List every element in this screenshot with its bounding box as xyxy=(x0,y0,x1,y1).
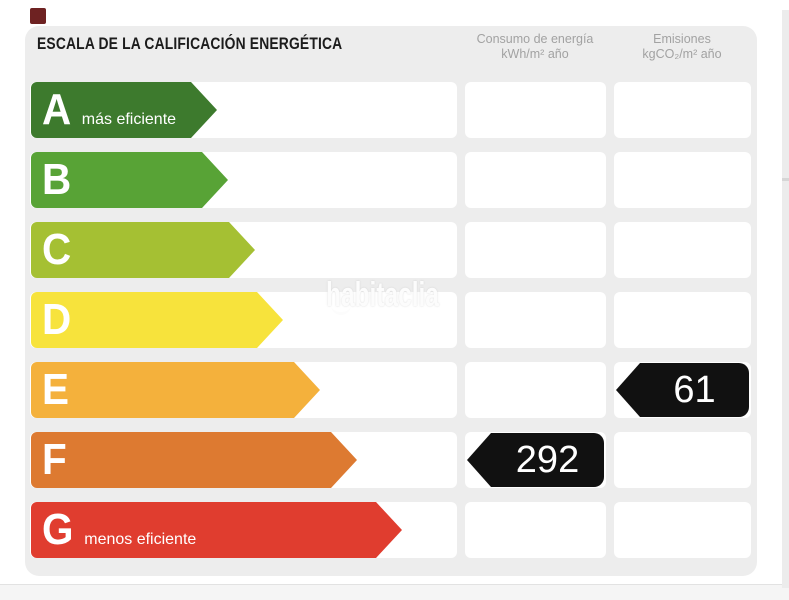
rating-letter-g: G xyxy=(42,505,74,554)
consumo-cell-c xyxy=(465,222,606,278)
rating-sublabel-g: menos eficiente xyxy=(84,531,197,548)
rating-bar-e: E xyxy=(31,362,320,418)
rating-bar-g: G menos eficiente xyxy=(31,502,402,558)
rating-bar-b: B xyxy=(31,152,228,208)
watermark-smile-icon xyxy=(331,303,351,315)
rating-letter-c: C xyxy=(42,225,72,274)
consumo-cell-b xyxy=(465,152,606,208)
rating-row-a: A más eficiente xyxy=(25,82,757,138)
rating-row-b: B xyxy=(25,152,757,208)
rating-letter-d: D xyxy=(42,295,72,344)
column-header-consumo-line2: kWh/m² año xyxy=(501,47,569,61)
column-header-emisiones-line1: Emisiones xyxy=(653,32,711,46)
rating-row-d: D xyxy=(25,292,757,348)
rating-letter-f: F xyxy=(42,435,67,484)
emisiones-cell-f xyxy=(614,432,751,488)
emisiones-cell-g xyxy=(614,502,751,558)
bottom-page-strip xyxy=(0,584,789,600)
consumo-cell-a xyxy=(465,82,606,138)
consumo-value: 292 xyxy=(515,438,580,481)
rating-row-f: 292 F xyxy=(25,432,757,488)
rating-bar-a: A más eficiente xyxy=(31,82,217,138)
consumo-cell-e xyxy=(465,362,606,418)
emisiones-cell-d xyxy=(614,292,751,348)
consumo-cell-g xyxy=(465,502,606,558)
top-left-red-square xyxy=(30,8,46,24)
column-header-emisiones: Emisiones kgCO₂/m² año xyxy=(577,32,787,62)
consumo-value-badge: 292 xyxy=(467,433,604,487)
energy-scale-panel: ESCALA DE LA CALIFICACIÓN ENERGÉTICA Con… xyxy=(25,26,757,576)
emisiones-value-badge: 61 xyxy=(616,363,749,417)
rating-row-e: 61 E xyxy=(25,362,757,418)
rating-sublabel-a: más eficiente xyxy=(81,111,177,128)
emisiones-cell-c xyxy=(614,222,751,278)
rating-letter-b: B xyxy=(42,155,72,204)
scrollbar-track[interactable] xyxy=(782,10,789,588)
consumo-cell-d xyxy=(465,292,606,348)
rating-bar-c: C xyxy=(31,222,255,278)
column-header-emisiones-line2: kgCO₂/m² año xyxy=(642,47,722,61)
rating-letter-a: A xyxy=(42,85,72,134)
panel-title: ESCALA DE LA CALIFICACIÓN ENERGÉTICA xyxy=(37,35,343,53)
consumo-cell-f: 292 xyxy=(465,432,606,488)
scrollbar-divider xyxy=(782,178,789,181)
rating-row-g: G menos eficiente xyxy=(25,502,757,558)
rating-bar-d: D xyxy=(31,292,283,348)
column-header-consumo-line1: Consumo de energía xyxy=(476,32,594,46)
rating-letter-e: E xyxy=(42,365,70,414)
emisiones-value: 61 xyxy=(673,368,716,411)
emisiones-cell-e: 61 xyxy=(614,362,751,418)
rating-bar-f: F xyxy=(31,432,357,488)
emisiones-cell-a xyxy=(614,82,751,138)
rating-row-c: C xyxy=(25,222,757,278)
emisiones-cell-b xyxy=(614,152,751,208)
column-header-consumo: Consumo de energía kWh/m² año xyxy=(430,32,640,62)
